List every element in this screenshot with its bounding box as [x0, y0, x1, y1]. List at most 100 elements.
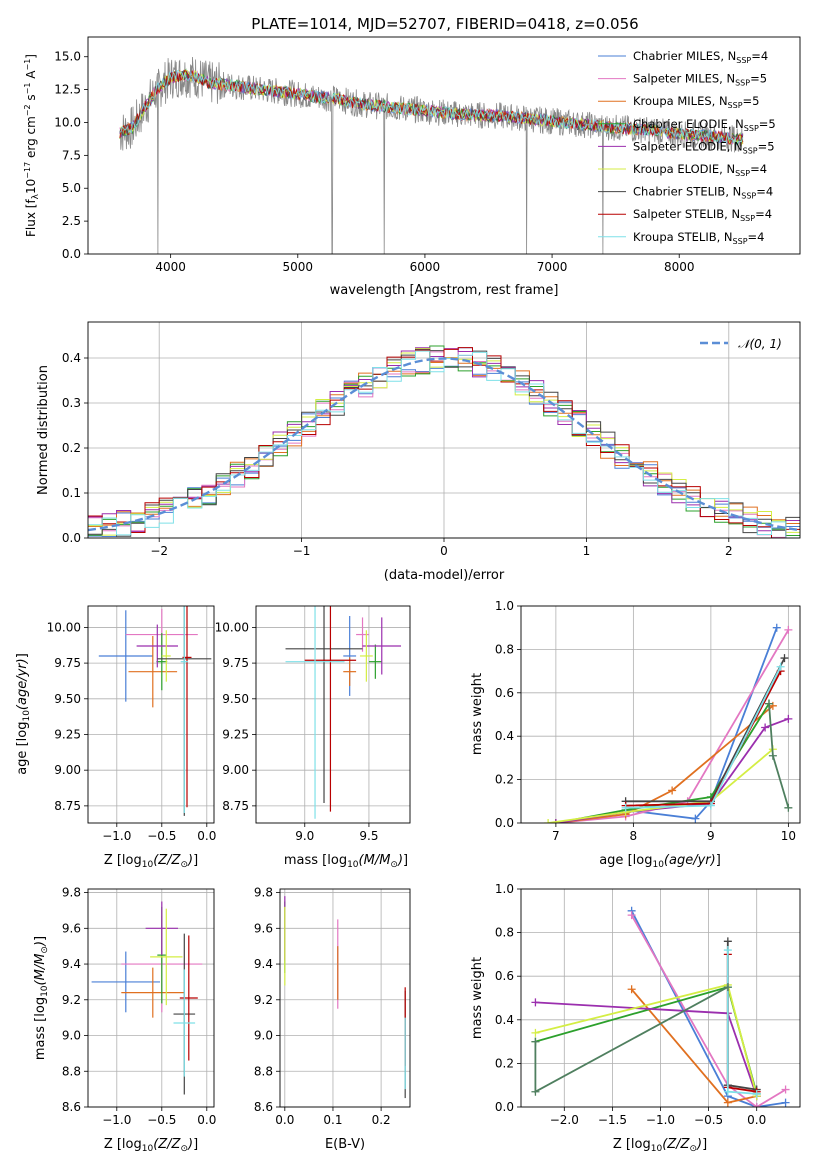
legend-label-normal: 𝒩(0, 1): [738, 337, 782, 351]
panel-mass_weight_vs_Z: −2.0 −1.5 −1.0 −0.5 0.0 0.0 0.2 0.4 0.6 0.8 1.0 Z […: [470, 882, 801, 1154]
plot-area: [98, 606, 212, 816]
y-tick-label: 0.8: [495, 926, 514, 940]
y-tick-label: 8.75: [222, 799, 249, 813]
weight-marker-chabrier_elodie_weight: [768, 751, 777, 760]
weight-marker-salpeter_elodie: [784, 714, 793, 723]
x-tick-label: −2: [150, 544, 168, 558]
weight-marker-kroupa_stelib: [621, 803, 630, 812]
y-tick-label: 0.0: [495, 816, 514, 830]
y-tick-label: 0.2: [495, 1056, 514, 1070]
plot-area: [91, 901, 203, 1095]
x-axis-label: age [log10(age/yr)]: [599, 853, 721, 870]
weight-marker-kroupa_miles: [668, 786, 677, 795]
figure-title: PLATE=1014, MJD=52707, FIBERID=0418, z=0…: [251, 15, 638, 33]
y-tick-label: 9.50: [54, 692, 81, 706]
y-tick-label: 10.00: [215, 620, 249, 634]
y-tick-label: 0.0: [62, 247, 81, 261]
axes-frame: [87, 605, 215, 824]
x-axis-label: wavelength [Angstrom, rest frame]: [330, 283, 559, 298]
y-tick-label: 0.1: [62, 486, 81, 500]
legend-label-salpeter_miles: Salpeter MILES, NSSP=5: [633, 72, 767, 88]
panel-mass_vs_Z: −1.0 −0.5 0.0 8.6 8.8 9.0 9.2 9.4 9.6 9.8 Z [log10…: [33, 886, 216, 1154]
legend-label-chabrier_stelib: Chabrier STELIB, NSSP=4: [633, 185, 773, 201]
weight-marker-salpeter_elodie: [551, 819, 560, 823]
data-spectrum-line: [119, 56, 744, 254]
weight-marker-kroupa_miles: [627, 985, 636, 994]
weight-line-salpeter_elodie: [535, 1001, 758, 1097]
weight-marker-kroupa_stelib: [723, 946, 732, 955]
y-tick-label: 0.6: [495, 686, 514, 700]
x-tick-label: 0.1: [323, 1113, 342, 1127]
y-tick-label: 9.6: [62, 921, 81, 935]
normal-curve: [88, 357, 800, 532]
y-tick-label: 9.0: [62, 1029, 81, 1043]
panels: 4000 5000 6000 7000 80000.02.55.07.510.012.5…: [15, 36, 801, 1154]
y-tick-label: 9.00: [54, 763, 81, 777]
panel-age_vs_mass: 9.0 9.5 8.75 9.00 9.25 9.50 9.75 10.00 mass [log…: [215, 605, 411, 870]
x-tick-label: 0.0: [747, 1113, 766, 1127]
y-tick-label: 1.0: [495, 599, 514, 613]
y-tick-label: 0.2: [62, 441, 81, 455]
legend-label-kroupa_stelib: Kroupa STELIB, NSSP=4: [633, 230, 764, 246]
y-axis-label: Normed distribution: [36, 365, 51, 495]
weight-marker-salpeter_elodie: [531, 998, 540, 1007]
x-tick-label: 10: [781, 829, 796, 843]
y-tick-label: 1.0: [495, 882, 514, 896]
y-tick-label: 8.75: [54, 799, 81, 813]
panel-mass_weight_vs_age: 7 8 9 10 0.0 0.2 0.4 0.6 0.8 1.0 age [log10(age/yr…: [470, 599, 801, 870]
y-tick-label: 9.25: [222, 727, 249, 741]
weight-marker-chabrier_miles: [691, 814, 700, 823]
weight-marker-salpeter_miles: [627, 911, 636, 920]
y-tick-label: 9.4: [62, 957, 81, 971]
x-tick-label: 0.0: [197, 829, 216, 843]
y-tick-label: 0.4: [495, 1013, 514, 1027]
weight-marker-chabrier_miles: [781, 1098, 790, 1107]
y-tick-label: 0.2: [495, 773, 514, 787]
weight-marker-kroupa_stelib: [723, 1087, 732, 1096]
legend-label-kroupa_elodie: Kroupa ELODIE, NSSP=4: [633, 162, 767, 178]
weight-marker-chabrier_stelib: [723, 937, 732, 946]
plot-area: [285, 606, 402, 819]
plot-area: [119, 56, 744, 254]
panel-spectrum: 4000 5000 6000 7000 8000 0.0 2.5 5.0 7.5 10.0 12.5…: [23, 36, 801, 298]
legend-label-kroupa_miles: Kroupa MILES, NSSP=5: [633, 94, 759, 110]
y-tick-label: 12.5: [54, 83, 81, 97]
y-tick-label: 8.6: [62, 1100, 81, 1114]
y-tick-label: 0.4: [495, 729, 514, 743]
y-tick-label: 8.6: [254, 1100, 273, 1114]
x-axis-label: mass [log10(M/M⊙)]: [284, 853, 408, 870]
panel-age_vs_Z: −1.0 −0.5 0.0 8.75 9.00 9.25 9.50 9.75 10.00 Z [l…: [15, 605, 216, 870]
y-tick-label: 9.75: [54, 656, 81, 670]
x-tick-label: 9: [707, 829, 715, 843]
weight-marker-kroupa_elodie: [531, 1028, 540, 1037]
y-tick-label: 9.25: [54, 727, 81, 741]
x-axis-label: E(B-V): [325, 1137, 365, 1152]
y-tick-label: 9.8: [62, 886, 81, 900]
x-tick-label: 5000: [283, 260, 314, 274]
y-tick-label: 9.4: [254, 957, 273, 971]
weight-marker-kroupa_miles: [723, 1098, 732, 1107]
weight-marker-kroupa_stelib: [706, 801, 715, 810]
x-tick-label: −1.5: [598, 1113, 627, 1127]
weight-marker-chabrier_elodie_weight: [765, 699, 773, 708]
y-tick-label: 10.00: [47, 620, 81, 634]
y-tick-label: 0.0: [62, 531, 81, 545]
weight-line-chabrier_miles: [625, 627, 778, 820]
x-tick-label: 8: [630, 829, 638, 843]
x-tick-label: −0.5: [147, 1113, 176, 1127]
axes-frame: [87, 888, 215, 1108]
y-axis-label: mass weight: [470, 673, 485, 755]
x-tick-label: −1.0: [102, 1113, 131, 1127]
axes-frame: [520, 605, 801, 824]
weight-marker-chabrier_elodie_weight: [531, 1037, 540, 1046]
weight-marker-salpeter_miles: [784, 625, 793, 634]
weight-marker-salpeter_miles: [752, 1103, 761, 1107]
y-tick-label: 0.0: [495, 1100, 514, 1114]
histogram-salpeter_stelib: [88, 347, 800, 538]
axes-frame: [87, 36, 801, 255]
x-tick-label: 8000: [664, 260, 695, 274]
weight-marker-chabrier_stelib: [780, 654, 789, 663]
weight-marker-chabrier_elodie_weight: [784, 803, 793, 812]
x-tick-label: −0.5: [147, 829, 176, 843]
